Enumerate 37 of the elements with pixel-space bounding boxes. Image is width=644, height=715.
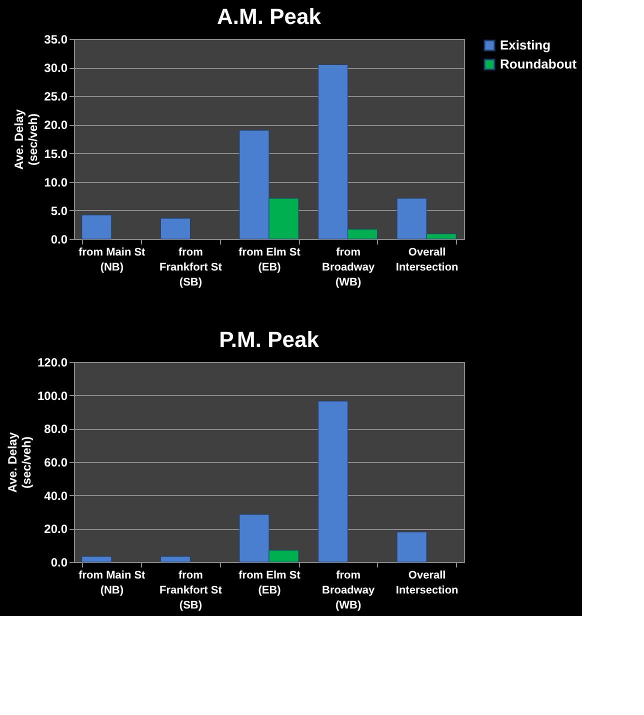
y-tick-label: 20.0	[44, 118, 68, 132]
bar	[318, 400, 348, 562]
y-tick-label: 80.0	[44, 422, 68, 436]
y-axis-title: Ave. Delay (sec/veh)	[12, 109, 40, 170]
bar	[160, 556, 190, 562]
y-tick-label: 120.0	[37, 356, 68, 370]
y-tick-label: 35.0	[44, 32, 68, 46]
y-tick-label: 40.0	[44, 488, 68, 503]
x-tick-label: from Frankfort St (SB)	[160, 570, 222, 612]
y-tick-label: 15.0	[44, 146, 68, 161]
bar	[160, 218, 190, 240]
y-tick-label: 25.0	[44, 90, 68, 104]
y-tick-label: 100.0	[37, 388, 68, 403]
x-tick-label: from Elm St (EB)	[238, 246, 301, 274]
bar	[82, 214, 112, 240]
x-tick-label: from Broadway (WB)	[322, 570, 376, 612]
y-tick-label: 0.0	[50, 232, 68, 246]
x-tick-label: Overall Intersection	[396, 570, 459, 596]
x-tick-label: from Elm St (EB)	[238, 570, 301, 596]
legend-label: Roundabout	[500, 56, 578, 72]
x-tick-label: from Main St (NB)	[78, 570, 146, 596]
bar	[82, 556, 112, 562]
bar	[396, 532, 427, 562]
chart-title: A.M. Peak	[217, 4, 322, 29]
x-tick-label: from Broadway (WB)	[322, 246, 376, 288]
y-tick-label: 20.0	[44, 522, 68, 536]
y-axis-title: Ave. Delay (sec/veh)	[5, 432, 34, 493]
y-tick-label: 0.0	[50, 556, 68, 570]
y-tick-label: 5.0	[50, 204, 68, 218]
legend-label: Existing	[500, 38, 551, 52]
x-tick-label: Overall Intersection	[396, 246, 459, 274]
chart-title: P.M. Peak	[219, 327, 320, 352]
y-tick-label: 10.0	[44, 175, 68, 190]
x-tick-label: from Frankfort St (SB)	[160, 246, 222, 288]
y-tick-label: 30.0	[44, 61, 68, 76]
y-tick-label: 60.0	[44, 456, 68, 470]
x-tick-label: from Main St (NB)	[78, 246, 146, 274]
